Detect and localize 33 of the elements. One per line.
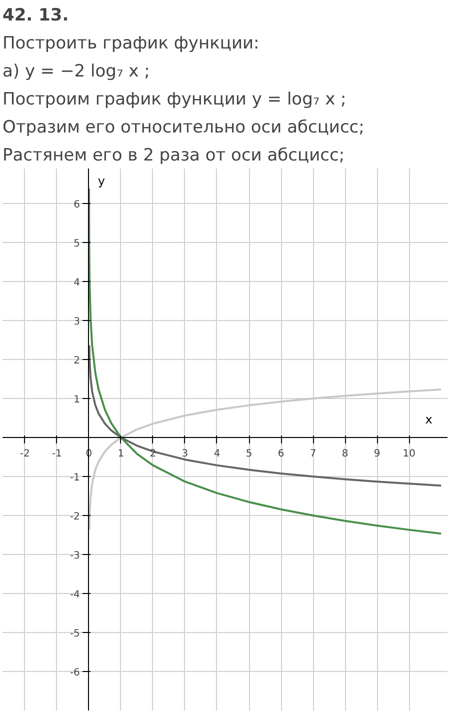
text: Растянем его в 2 раза от оси абсцисс;: [2, 146, 345, 166]
x-tick-label: 9: [374, 448, 380, 460]
x-tick-label: -1: [52, 448, 62, 460]
y-tick-label: -4: [70, 590, 80, 601]
x-tick-label: -2: [20, 448, 30, 460]
y-tick-label: -5: [70, 628, 80, 640]
text: Построим график функции y = log₇ x ;: [2, 90, 346, 110]
y-tick-label: -6: [70, 668, 80, 679]
y-tick-label: 5: [74, 238, 80, 250]
text: Отразим его относительно оси абсцисс;: [2, 118, 364, 138]
y-tick-label: 3: [74, 316, 80, 328]
x-tick-label: 7: [310, 448, 316, 460]
x-tick-label: 10: [402, 448, 416, 460]
text: а) y = −2 log₇ x ;: [2, 62, 150, 82]
line-series: [88, 344, 442, 487]
y-tick-label: 6: [74, 200, 80, 211]
y-tick-label: 1: [74, 394, 80, 406]
x-axis-title: x: [425, 412, 432, 427]
y-tick-label: 4: [74, 278, 80, 289]
y-tick-label: 2: [74, 356, 80, 367]
y-tick-label: -1: [70, 472, 80, 484]
y-axis-title: y: [98, 174, 105, 188]
x-tick-label: 4: [214, 448, 220, 460]
x-tick-label: 8: [342, 448, 348, 460]
x-tick-label: 6: [278, 448, 284, 460]
x-tick-label: 1: [118, 448, 124, 460]
chart-title: 42. 13.: [2, 6, 69, 26]
y-tick-label: -3: [70, 550, 80, 562]
x-tick-label: 3: [182, 448, 188, 460]
x-tick-label: 5: [246, 448, 252, 460]
line-series: [88, 187, 442, 535]
chart-subtitle: Построить график функции:: [2, 34, 260, 54]
y-tick-label: -2: [70, 512, 80, 523]
